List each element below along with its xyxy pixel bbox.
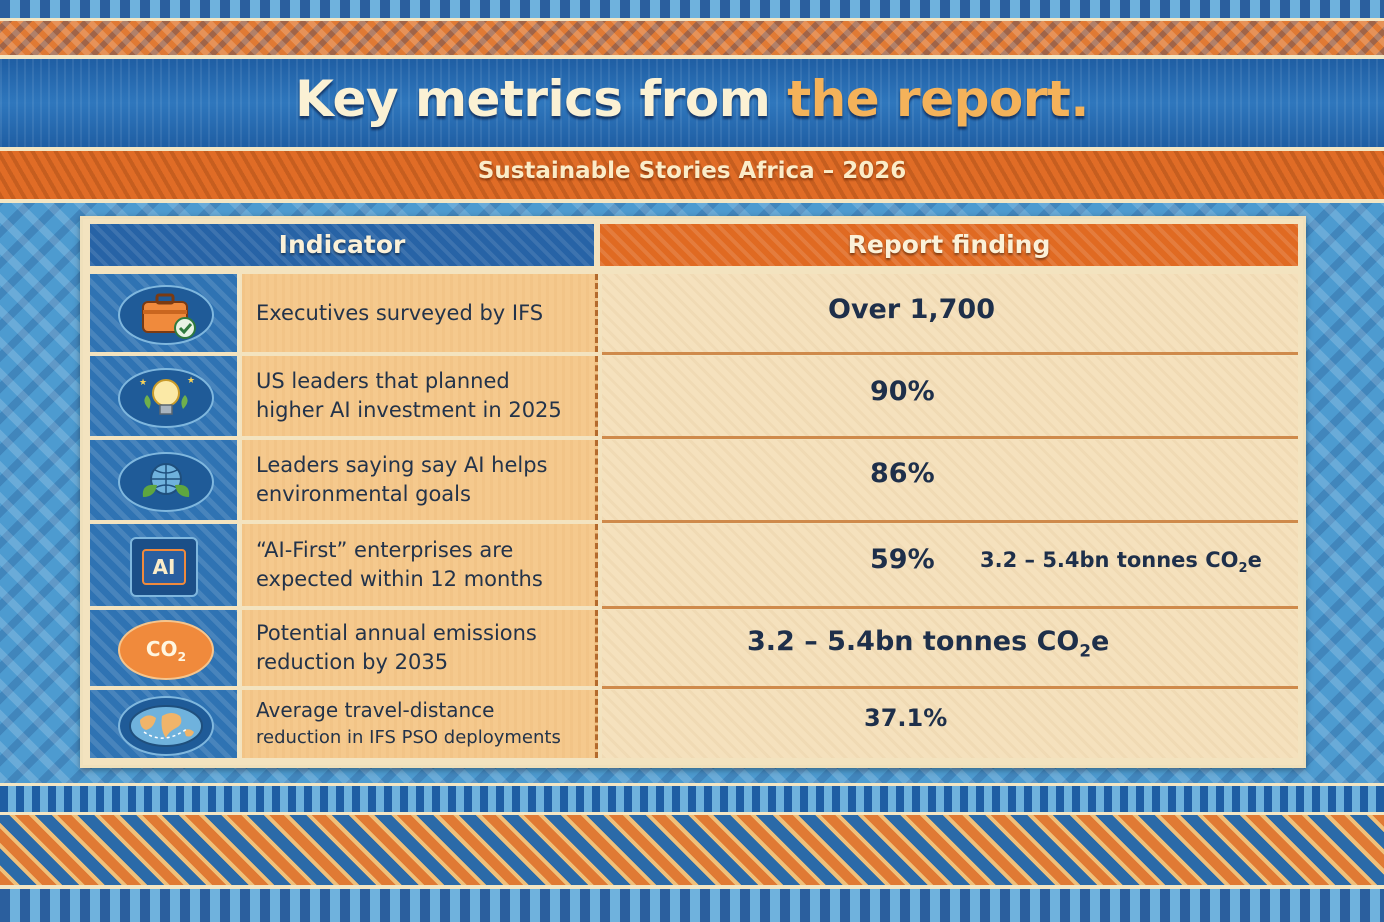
- indicator-line-1: Potential annual emissions: [256, 621, 537, 645]
- finding-extra-text: 3.2 – 5.4bn tonnes CO: [980, 548, 1239, 572]
- finding-cell: 59% 3.2 – 5.4bn tonnes CO2e: [602, 524, 1298, 606]
- indicator-cell: Leaders saying say AI helps environmenta…: [242, 440, 598, 520]
- row-icon-cell: [90, 440, 240, 520]
- table-row: CO2 Potential annual emissions reduction…: [90, 610, 1298, 686]
- bottom-diamond-pattern: [0, 815, 1384, 889]
- ai-chip-icon: AI: [130, 537, 198, 597]
- top-border-pattern: [0, 0, 1384, 21]
- bottom-stripe-pattern: [0, 783, 1384, 815]
- page-subtitle: Sustainable Stories Africa – 2026: [477, 158, 907, 184]
- finding-cell: 37.1%: [602, 690, 1298, 758]
- title-part-2: the report.: [787, 70, 1089, 128]
- finding-suffix: e: [1091, 626, 1110, 657]
- indicator-text: Executives surveyed by IFS: [242, 299, 543, 328]
- svg-text:★: ★: [139, 378, 147, 388]
- table-row: Executives surveyed by IFS Over 1,700: [90, 274, 1298, 352]
- indicator-line-2: higher AI investment in 2025: [256, 398, 562, 422]
- finding-cell: 3.2 – 5.4bn tonnes CO2e: [602, 610, 1298, 686]
- finding-value: 86%: [870, 458, 935, 489]
- table-row: AI “AI-First” enterprises are expected w…: [90, 524, 1298, 606]
- indicator-line-2: environmental goals: [256, 482, 471, 506]
- co2-icon-label: CO2: [146, 637, 186, 664]
- finding-cell: Over 1,700: [602, 274, 1298, 352]
- top-orange-pattern: [0, 21, 1384, 59]
- indicator-cell: Executives surveyed by IFS: [242, 274, 598, 352]
- indicator-cell: “AI-First” enterprises are expected with…: [242, 524, 598, 606]
- finding-cell: 90%: [602, 356, 1298, 436]
- finding-subscript: 2: [1079, 640, 1092, 661]
- indicator-text: Potential annual emissions reduction by …: [242, 619, 537, 677]
- indicator-text: US leaders that planned higher AI invest…: [242, 367, 562, 425]
- finding-cell: 86%: [602, 440, 1298, 520]
- page-title: Key metrics from the report.: [0, 70, 1384, 128]
- finding-text: 3.2 – 5.4bn tonnes CO: [747, 626, 1080, 657]
- row-icon-cell: CO2: [90, 610, 240, 686]
- row-divider: [602, 686, 1298, 689]
- column-header-finding: Report finding: [600, 224, 1298, 266]
- lightbulb-icon: ★ ★: [118, 368, 214, 428]
- indicator-cell: US leaders that planned higher AI invest…: [242, 356, 598, 436]
- indicator-text: “AI-First” enterprises are expected with…: [242, 536, 543, 594]
- co2-icon-subscript: 2: [177, 648, 187, 664]
- finding-value: Over 1,700: [828, 294, 995, 325]
- table-row: Average travel-distance reduction in IFS…: [90, 690, 1298, 758]
- row-icon-cell: [90, 690, 240, 758]
- svg-text:★: ★: [187, 376, 195, 386]
- bottom-border-pattern: [0, 889, 1384, 922]
- finding-value: 3.2 – 5.4bn tonnes CO2e: [747, 626, 1109, 660]
- row-divider: [602, 352, 1298, 355]
- indicator-cell: Potential annual emissions reduction by …: [242, 610, 598, 686]
- world-map-icon: [118, 696, 214, 756]
- finding-extra-subscript: 2: [1238, 561, 1248, 577]
- row-icon-cell: [90, 274, 240, 352]
- indicator-text: Leaders saying say AI helps environmenta…: [242, 451, 548, 509]
- indicator-line-2: expected within 12 months: [256, 567, 543, 591]
- briefcase-check-icon: [118, 285, 214, 345]
- row-divider: [602, 436, 1298, 439]
- row-divider: [602, 520, 1298, 523]
- finding-value: 90%: [870, 376, 935, 407]
- indicator-line-1: Executives surveyed by IFS: [256, 300, 544, 325]
- row-icon-cell: ★ ★: [90, 356, 240, 436]
- finding-value: 37.1%: [864, 704, 948, 732]
- finding-value: 59%: [870, 544, 935, 575]
- indicator-line-2: reduction in IFS PSO deployments: [256, 727, 561, 748]
- co2-icon-text: CO: [145, 636, 178, 661]
- subtitle-band: [0, 151, 1384, 203]
- indicator-cell: Average travel-distance reduction in IFS…: [242, 690, 598, 758]
- title-band: [0, 59, 1384, 151]
- finding-extra-suffix: e: [1247, 548, 1262, 572]
- indicator-line-1: “AI-First” enterprises are: [256, 538, 514, 562]
- row-divider: [602, 606, 1298, 609]
- indicator-text: Average travel-distance reduction in IFS…: [242, 696, 561, 752]
- indicator-line-1: Average travel-distance: [256, 698, 495, 722]
- title-part-1: Key metrics from: [295, 70, 788, 128]
- table-row: Leaders saying say AI helps environmenta…: [90, 440, 1298, 520]
- indicator-line-1: Leaders saying say AI helps: [256, 453, 548, 477]
- column-header-indicator: Indicator: [90, 224, 594, 266]
- co2-cloud-icon: CO2: [118, 620, 214, 680]
- globe-leaves-icon: [118, 452, 214, 512]
- table-row: ★ ★ US leaders that planned higher AI in…: [90, 356, 1298, 436]
- indicator-line-2: reduction by 2035: [256, 650, 449, 674]
- finding-extra-value: 3.2 – 5.4bn tonnes CO2e: [980, 548, 1262, 576]
- indicator-line-1: US leaders that planned: [256, 369, 510, 393]
- ai-chip-label: AI: [152, 555, 176, 579]
- row-icon-cell: AI: [90, 524, 240, 606]
